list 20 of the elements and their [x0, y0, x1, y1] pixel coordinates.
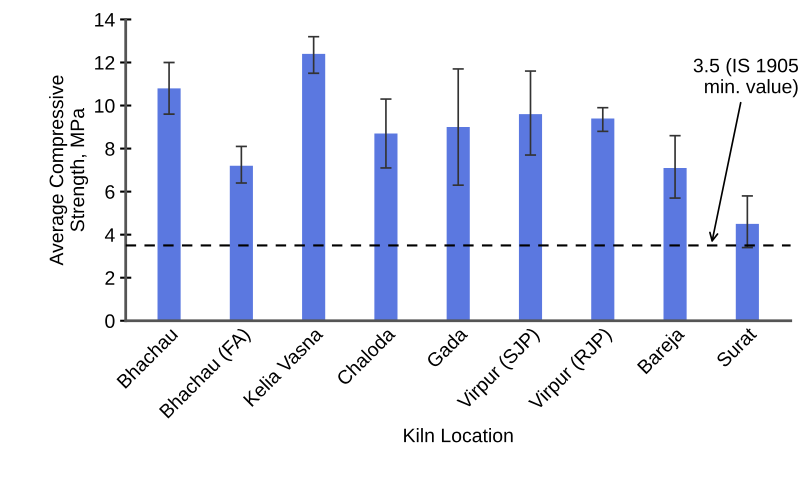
y-tick-label: 4 — [104, 228, 115, 242]
y-tick-label: 0 — [105, 314, 115, 328]
y-tick-label: 2 — [105, 271, 114, 285]
y-tick-label: 6 — [105, 185, 114, 199]
x-axis-title: Kiln Location — [404, 428, 513, 442]
ref-line-label: 3.5 (IS 1905 min. value) — [694, 58, 798, 98]
bar — [518, 114, 542, 321]
y-tick-label: 8 — [105, 142, 114, 156]
bar — [591, 118, 614, 321]
y-tick-label: 14 — [95, 13, 115, 26]
bar — [302, 54, 326, 321]
y-tick-label: 12 — [95, 56, 114, 70]
bar — [446, 127, 470, 321]
bar — [374, 134, 398, 321]
bar — [664, 168, 687, 321]
bar — [158, 88, 181, 321]
bar — [736, 224, 759, 321]
bar — [230, 166, 253, 321]
y-tick-label: 10 — [95, 99, 115, 113]
y-axis-title: Average Compressive Strength, MPa — [49, 75, 88, 266]
